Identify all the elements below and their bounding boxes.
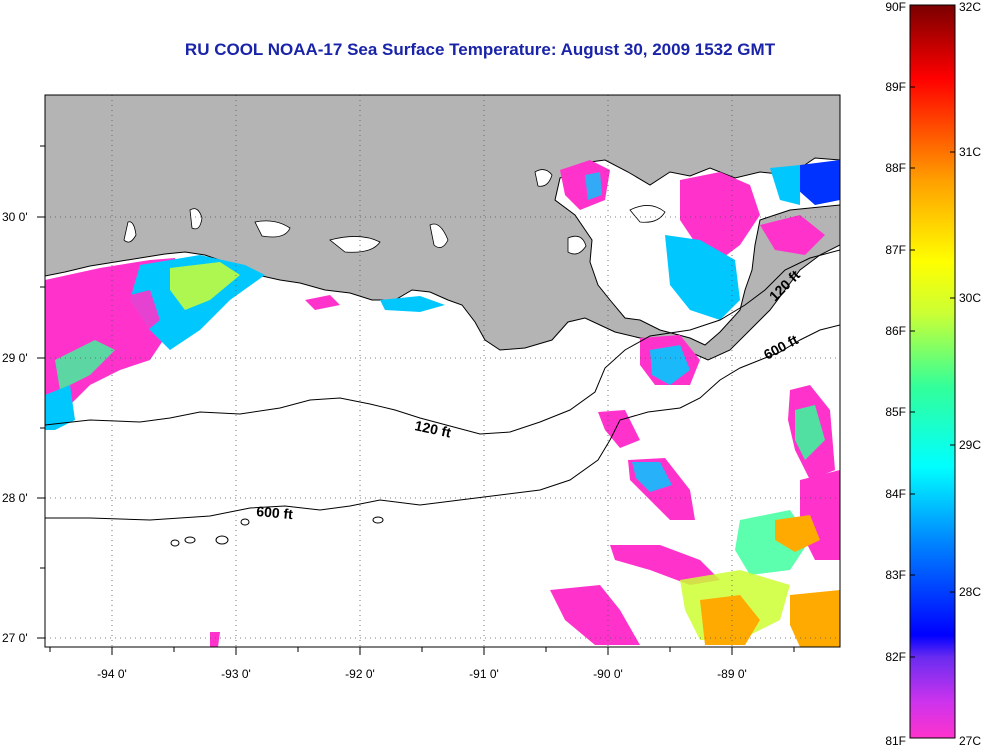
colorbar-label-c: 32C bbox=[959, 0, 981, 14]
colorbar-label-f: 84F bbox=[885, 487, 906, 501]
lon-label: -94 0' bbox=[97, 667, 127, 681]
lat-label: 30 0' bbox=[2, 210, 28, 224]
colorbar-label-c: 31C bbox=[959, 145, 981, 159]
map-frame bbox=[44, 94, 841, 648]
lon-label: -91 0' bbox=[469, 667, 499, 681]
depth-contours bbox=[45, 249, 840, 547]
colorbar-label-f: 87F bbox=[885, 243, 906, 257]
lon-label: -93 0' bbox=[221, 667, 251, 681]
colorbar-label-f: 86F bbox=[885, 324, 906, 338]
contour-120ft bbox=[45, 249, 840, 435]
colorbar: 90F 89F 88F 87F 86F 85F 84F 83F 82F 81F … bbox=[885, 0, 981, 748]
colorbar-label-c: 28C bbox=[959, 585, 981, 599]
lon-label: -89 0' bbox=[717, 667, 747, 681]
lat-label: 29 0' bbox=[2, 351, 28, 365]
contour-label-120ft-west: 120 ft bbox=[413, 417, 452, 440]
colorbar-label-f: 89F bbox=[885, 80, 906, 94]
colorbar-label-c: 30C bbox=[959, 291, 981, 305]
axis-ticks bbox=[37, 145, 795, 655]
colorbar-label-f: 90F bbox=[885, 0, 906, 14]
contour-600ft bbox=[45, 324, 840, 521]
lat-label: 27 0' bbox=[2, 631, 28, 645]
colorbar-label-f: 82F bbox=[885, 650, 906, 664]
map-area: 120 ft 600 ft 120 ft 600 ft bbox=[45, 95, 840, 647]
lat-label: 28 0' bbox=[2, 491, 28, 505]
colorbar-label-f: 83F bbox=[885, 568, 906, 582]
colorbar-label-f: 81F bbox=[885, 734, 906, 748]
colorbar-label-c: 27C bbox=[959, 734, 981, 748]
lon-label: -90 0' bbox=[593, 667, 623, 681]
colorbar-label-f: 85F bbox=[885, 405, 906, 419]
map-title: RU COOL NOAA-17 Sea Surface Temperature:… bbox=[184, 40, 776, 59]
land-mass bbox=[45, 95, 840, 361]
colorbar-label-c: 29C bbox=[959, 438, 981, 452]
lon-label: -92 0' bbox=[345, 667, 375, 681]
contour-label-600ft-west: 600 ft bbox=[256, 503, 294, 522]
grid-lines bbox=[45, 95, 840, 647]
colorbar-label-f: 88F bbox=[885, 161, 906, 175]
sst-patches bbox=[45, 160, 840, 647]
